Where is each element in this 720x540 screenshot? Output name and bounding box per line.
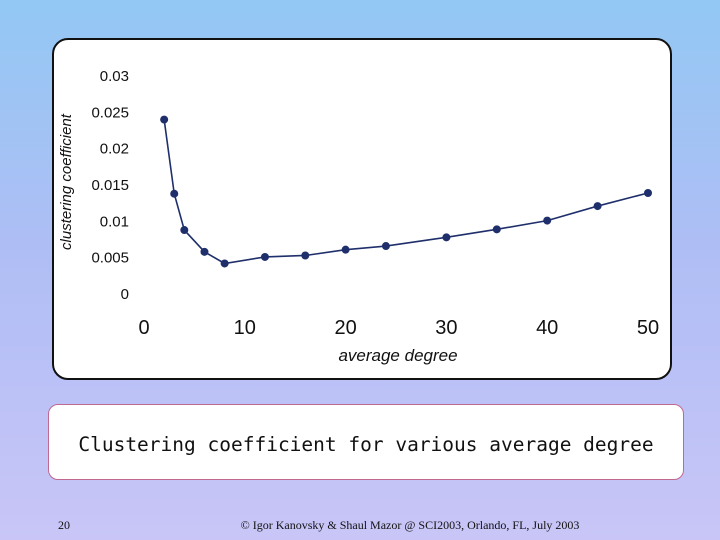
y-tick-label: 0.01 <box>100 213 129 230</box>
x-tick-label: 0 <box>138 317 149 339</box>
y-tick-label: 0.015 <box>91 177 129 194</box>
footer-credit: © Igor Kanovsky & Shaul Mazor @ SCI2003,… <box>240 518 580 532</box>
x-tick-label: 40 <box>536 317 558 339</box>
y-tick-label: 0.005 <box>91 250 129 267</box>
data-point <box>442 233 451 242</box>
data-point <box>220 259 229 268</box>
data-point <box>200 247 209 256</box>
y-tick-label: 0.025 <box>91 104 129 121</box>
x-tick-label: 30 <box>435 317 457 339</box>
data-point <box>381 242 390 251</box>
x-tick-label: 10 <box>234 317 256 339</box>
data-point <box>260 252 269 261</box>
chart-panel: 0 0.005 0.01 0.015 0.02 0.025 0.03 0 10 20 30 40 50 a… <box>52 38 672 380</box>
x-tick-label: 50 <box>637 317 659 339</box>
data-point <box>593 202 602 211</box>
data-point <box>543 216 552 225</box>
slide-number: 20 <box>58 518 70 532</box>
data-point <box>644 188 652 197</box>
y-tick-label: 0 <box>121 286 129 303</box>
data-point <box>180 226 189 235</box>
series-line <box>163 119 649 265</box>
y-tick-label: 0.03 <box>100 68 129 85</box>
data-point <box>170 189 179 198</box>
data-point <box>492 225 501 234</box>
y-axis-title: clustering coefficient <box>58 113 75 250</box>
chart-caption: Clustering coefficient for various avera… <box>78 432 654 456</box>
x-tick-label: 20 <box>334 317 356 339</box>
x-axis-title: average degree <box>338 346 457 365</box>
data-point <box>301 251 310 260</box>
data-point <box>160 115 169 124</box>
caption-box: Clustering coefficient for various avera… <box>48 404 684 480</box>
data-point <box>341 245 350 254</box>
clustering-chart: 0 0.005 0.01 0.015 0.02 0.025 0.03 0 10 20 30 40 50 a… <box>58 68 659 365</box>
y-tick-label: 0.02 <box>100 141 129 158</box>
